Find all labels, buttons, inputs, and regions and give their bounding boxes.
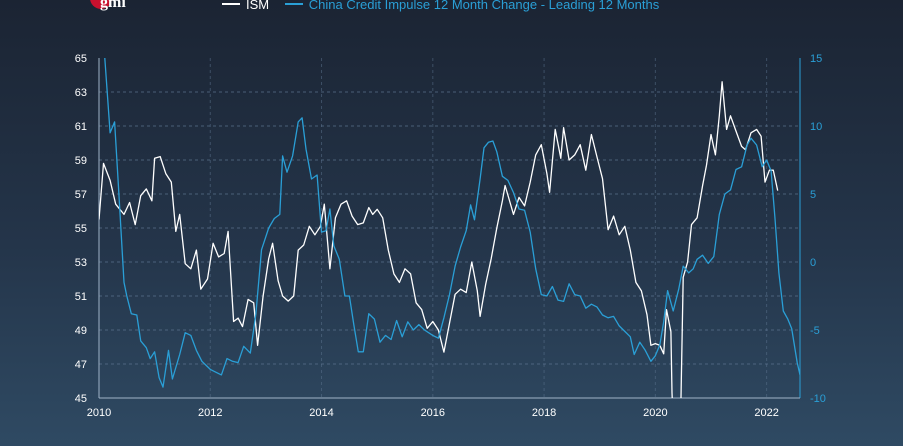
right-axis-tick-label: 5: [810, 189, 816, 201]
x-axis-tick-label: 2020: [643, 407, 667, 419]
x-axis-tick-label: 2022: [754, 407, 778, 419]
right-axis-tick-label: 0: [810, 257, 816, 269]
legend-swatch-ism: [222, 3, 240, 5]
left-axis-tick-label: 57: [75, 189, 87, 201]
gmi-logo: gmi: [86, 0, 146, 18]
x-axis-tick-label: 2016: [421, 407, 445, 419]
legend-item-china-credit-impulse: China Credit Impulse 12 Month Change - L…: [284, 0, 660, 12]
x-axis-tick-label: 2014: [309, 407, 333, 419]
left-axis-tick-label: 65: [75, 53, 87, 65]
legend-label-china-credit-impulse: China Credit Impulse 12 Month Change - L…: [308, 0, 660, 12]
left-axis-tick-label: 55: [75, 223, 87, 235]
right-axis-tick-label: 15: [810, 53, 822, 65]
x-axis-tick-label: 2018: [532, 407, 556, 419]
legend-label-ism: ISM: [246, 0, 270, 12]
left-axis-tick-label: 63: [75, 87, 87, 99]
x-axis-tick-label: 2012: [198, 407, 222, 419]
series-line-china-credit-impulse: [104, 58, 800, 388]
right-axis-tick-label: 10: [810, 121, 822, 133]
left-axis-tick-label: 47: [75, 359, 87, 371]
chart-legend: ISM China Credit Impulse 12 Month Change…: [222, 0, 671, 12]
legend-item-ism: ISM: [222, 0, 269, 12]
gmi-logo-text: gmi: [100, 0, 126, 11]
left-axis-tick-label: 61: [75, 121, 87, 133]
right-axis-tick-label: -10: [810, 393, 826, 405]
right-axis-tick-label: -5: [810, 325, 820, 337]
left-axis-tick-label: 49: [75, 325, 87, 337]
series-line-ism: [99, 81, 779, 398]
left-axis-tick-label: 53: [75, 257, 87, 269]
left-axis-tick-label: 51: [75, 291, 87, 303]
gmi-logo-mark: [90, 0, 112, 9]
left-axis-tick-label: 59: [75, 155, 87, 167]
x-axis-tick-label: 2010: [87, 407, 111, 419]
legend-swatch-china-credit-impulse: [284, 3, 303, 5]
left-axis-tick-label: 45: [75, 393, 87, 405]
